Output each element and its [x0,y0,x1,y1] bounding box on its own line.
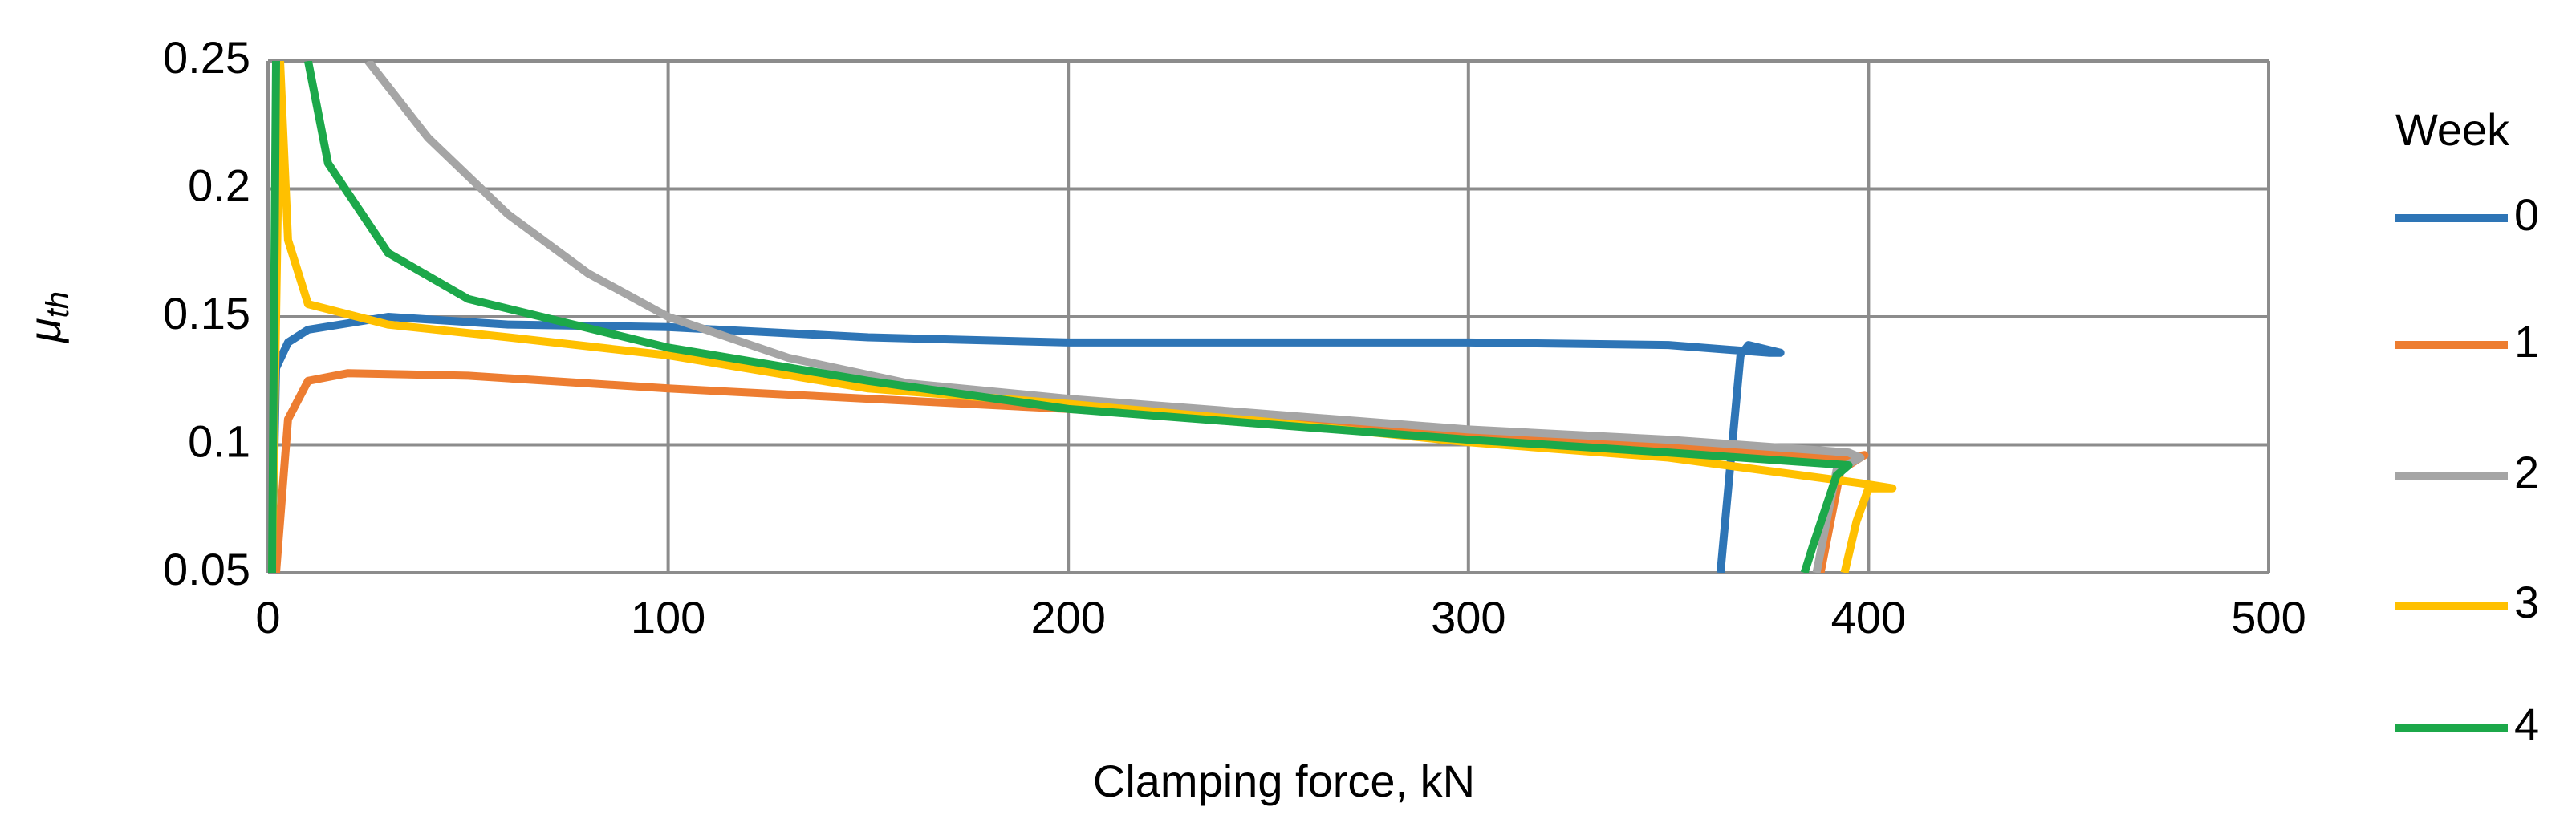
y-tick-label: 0.25 [163,32,250,83]
y-label-main: μ [19,318,70,344]
x-tick-label: 200 [1030,592,1105,643]
y-tick-label: 0.1 [188,416,250,466]
x-tick-label: 0 [255,592,280,643]
x-tick-label: 400 [1831,592,1906,643]
legend-title: Week [2395,104,2510,155]
x-tick-label: 300 [1431,592,1505,643]
series-line [364,61,1865,573]
legend-label: 4 [2514,699,2539,749]
y-label-sub: th [40,291,75,318]
y-axis-label: μth [19,291,75,344]
y-tick-label: 0.05 [163,544,250,594]
plot-lines [268,61,1897,573]
x-tick-label: 100 [631,592,705,643]
legend-label: 2 [2514,447,2539,497]
legend-label: 1 [2514,316,2539,367]
legend-label: 3 [2514,577,2539,627]
legend-label: 0 [2514,189,2539,240]
series-line [268,313,1785,573]
series-line [268,61,1853,573]
y-tick-label: 0.2 [188,160,250,210]
x-tick-label: 500 [2231,592,2306,643]
series-line [268,61,1897,573]
x-axis-label: Clamping force, kN [1093,756,1475,806]
y-tick-label: 0.15 [163,288,250,339]
